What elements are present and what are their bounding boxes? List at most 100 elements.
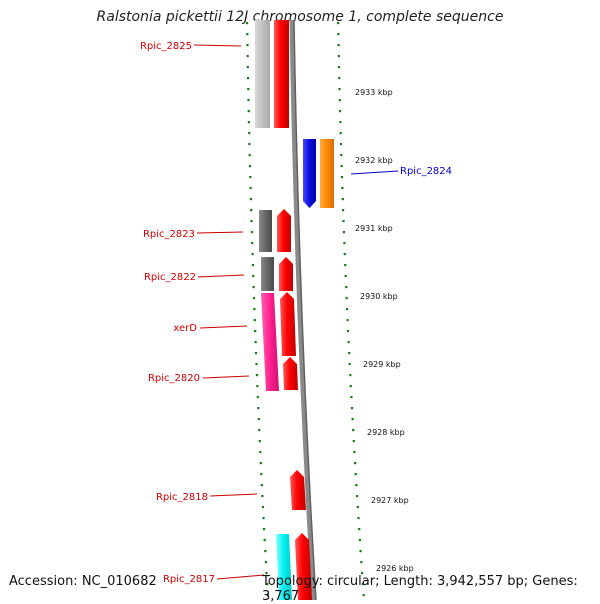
track-dot	[251, 264, 254, 267]
scale-label-2926: 2926 kbp	[376, 564, 414, 573]
track-dot	[352, 429, 355, 432]
track-dot	[246, 77, 250, 80]
scale-label-2933: 2933 kbp	[355, 88, 393, 97]
track-dot	[262, 517, 265, 520]
gene-arrow-rpic-2818[interactable]	[290, 470, 306, 510]
scale-label-2932: 2932 kbp	[355, 156, 393, 165]
track-dot	[346, 308, 349, 311]
track-dot	[247, 110, 250, 113]
track-dot	[247, 99, 250, 102]
leader-line-rpic-2820	[202, 375, 250, 379]
track-dot	[249, 198, 252, 201]
track-dot	[257, 407, 260, 410]
track-dot	[338, 99, 341, 102]
track-dot	[339, 110, 342, 113]
track-dot	[249, 187, 252, 190]
track-dot	[342, 209, 345, 212]
track-dot	[358, 539, 361, 542]
track-dot	[263, 539, 266, 542]
track-dot	[255, 374, 258, 377]
leader-line-rpic-2818	[209, 493, 258, 497]
gene-label-rpic-2818[interactable]: Rpic_2818	[156, 492, 208, 503]
track-dot	[343, 253, 346, 256]
track-dot	[252, 275, 255, 278]
track-dot	[354, 473, 357, 476]
track-dot	[254, 352, 258, 355]
gene-arrow-xerd[interactable]	[280, 292, 296, 356]
track-dot	[354, 462, 357, 465]
track-dot	[350, 396, 353, 399]
track-dot	[340, 154, 343, 157]
cog-block-rpic-2824[interactable]	[320, 139, 334, 208]
track-dot	[337, 66, 341, 69]
track-dot	[358, 528, 361, 531]
gene-arrow-rpic-2824[interactable]	[303, 139, 316, 208]
track-dot	[337, 44, 340, 47]
gene-label-rpic-2824[interactable]: Rpic_2824	[400, 166, 452, 177]
gene-arrow-rpic-2822[interactable]	[279, 257, 293, 291]
track-dot	[253, 308, 256, 311]
track-dot	[346, 319, 349, 322]
track-dot	[250, 231, 253, 234]
track-dot	[341, 198, 344, 201]
track-dot	[342, 231, 345, 234]
track-dot	[247, 88, 250, 91]
track-dot	[352, 440, 355, 443]
track-dot	[266, 594, 269, 597]
gene-label-rpic-2817[interactable]: Rpic_2817	[163, 574, 215, 585]
gene-arrow-rpic-2825[interactable]	[274, 20, 289, 128]
track-dot	[345, 286, 348, 289]
track-dot	[246, 33, 249, 36]
track-dot	[251, 253, 254, 256]
track-dot	[360, 561, 363, 564]
track-dot	[246, 22, 249, 25]
track-dot	[338, 88, 341, 91]
track-dot	[251, 242, 254, 245]
cog-block-xerd[interactable]	[261, 293, 279, 391]
gene-label-xerd[interactable]: xerD	[173, 323, 197, 334]
cog-block-rpic-2823[interactable]	[259, 210, 272, 252]
track-dot	[347, 341, 350, 344]
leader-line-xerd	[199, 325, 248, 329]
track-dot	[339, 132, 342, 135]
track-dot	[256, 385, 259, 388]
track-dot	[361, 583, 364, 586]
leader-line-rpic-2817	[216, 574, 265, 580]
cog-block-rpic-2822[interactable]	[261, 257, 274, 291]
track-dot	[257, 418, 260, 421]
track-dot	[359, 550, 362, 553]
track-dot	[337, 22, 340, 25]
track-dot	[356, 506, 359, 509]
track-dot	[344, 275, 347, 278]
track-dot	[250, 209, 253, 212]
gene-arrow-rpic-2823[interactable]	[277, 209, 291, 252]
track-dot	[252, 286, 255, 289]
track-dot	[248, 154, 251, 157]
gc-dotted-track-left	[246, 22, 269, 597]
track-dot	[254, 341, 257, 344]
track-dot	[345, 297, 348, 300]
track-dot	[361, 572, 364, 575]
track-dot	[339, 143, 343, 146]
gene-label-rpic-2820[interactable]: Rpic_2820	[148, 373, 200, 384]
cog-block-rpic-2825[interactable]	[255, 20, 270, 128]
track-dot	[344, 264, 347, 267]
track-dot	[338, 77, 341, 80]
cog-block-rpic-2817[interactable]	[276, 534, 292, 600]
track-dot	[266, 583, 269, 586]
leader-line-rpic-2825	[193, 44, 242, 47]
scale-label-2931: 2931 kbp	[355, 224, 393, 233]
track-dot	[348, 352, 351, 355]
gene-label-rpic-2823[interactable]: Rpic_2823	[143, 229, 195, 240]
track-dot	[259, 462, 262, 465]
track-dot	[252, 297, 256, 300]
gene-arrow-rpic-2817[interactable]	[295, 533, 312, 600]
track-dot	[362, 594, 365, 597]
gene-label-rpic-2825[interactable]: Rpic_2825	[140, 41, 192, 52]
gene-arrow-rpic-2820[interactable]	[283, 357, 298, 390]
track-dot	[254, 330, 257, 333]
backbone-ring	[289, 19, 317, 600]
gene-label-rpic-2822[interactable]: Rpic_2822	[144, 272, 196, 283]
track-dot	[247, 121, 250, 124]
